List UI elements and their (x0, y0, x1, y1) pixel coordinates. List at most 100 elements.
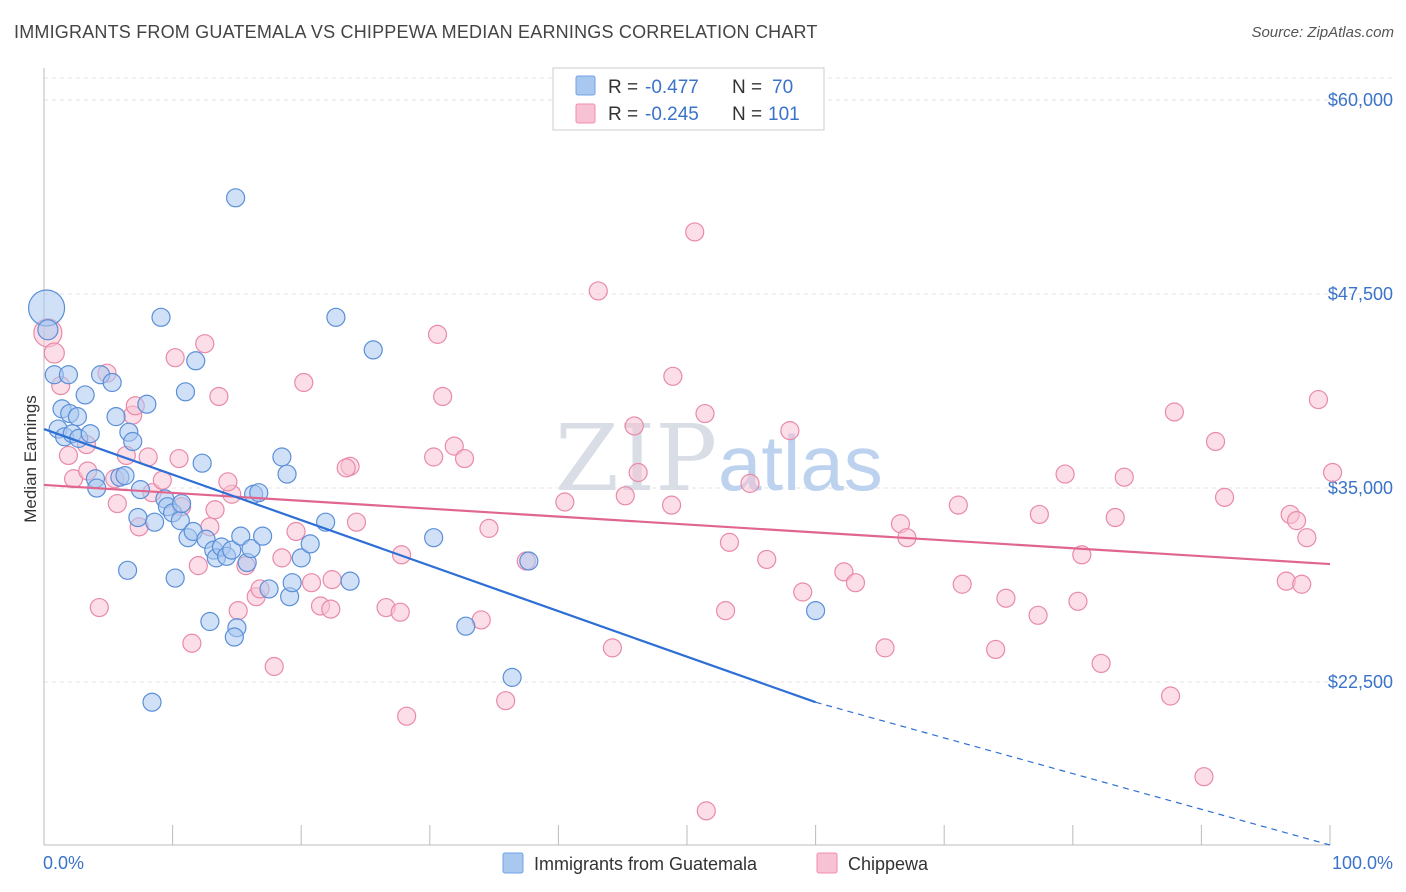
stats-n-value-guatemala: 70 (772, 77, 793, 98)
stats-n-label-guatemala: N = (732, 77, 762, 98)
point-chippewa-35 (286, 521, 306, 542)
point-chippewa-85 (1068, 591, 1088, 611)
point-chippewa-28 (218, 472, 238, 492)
point-chippewa-58 (602, 638, 623, 658)
point-chippewa-71 (780, 421, 800, 441)
chart-title: IMMIGRANTS FROM GUATEMALA VS CHIPPEWA ME… (14, 22, 818, 42)
stats-legend-swatch-guatemala (575, 75, 596, 96)
point-guatemala-65 (142, 692, 162, 712)
x-tick-label-min: 0.0% (43, 853, 84, 873)
trend-line-guatemala-extrapolated (815, 701, 1331, 846)
point-chippewa-25 (205, 500, 225, 520)
point-chippewa-102 (336, 458, 356, 478)
point-guatemala-71 (226, 188, 246, 208)
point-chippewa-60 (624, 416, 644, 436)
point-chippewa-99 (1297, 528, 1317, 548)
point-chippewa-68 (719, 532, 740, 552)
point-guatemala-32 (175, 382, 196, 402)
point-chippewa-63 (663, 366, 683, 386)
point-guatemala-51 (277, 464, 297, 484)
point-chippewa-26 (209, 386, 229, 407)
point-chippewa-101 (1322, 462, 1343, 483)
point-chippewa-70 (757, 549, 777, 570)
point-guatemala-60 (165, 568, 185, 588)
stats-r-value-chippewa: -0.245 (645, 104, 699, 125)
point-chippewa-82 (1029, 504, 1049, 525)
point-chippewa-74 (845, 573, 866, 593)
point-guatemala-62 (200, 611, 220, 632)
point-guatemala-55 (300, 534, 320, 554)
point-guatemala-54 (291, 548, 311, 568)
point-chippewa-54 (496, 691, 516, 711)
point-chippewa-62 (661, 495, 682, 515)
point-chippewa-90 (1160, 686, 1181, 706)
trend-line-chippewa (43, 483, 1331, 566)
data-points (27, 188, 1343, 821)
point-chippewa-98 (1286, 511, 1307, 531)
y-tick-label-47500: $47,500 (1328, 284, 1393, 304)
point-guatemala-45 (241, 538, 261, 559)
point-chippewa-89 (1114, 467, 1134, 487)
stats-legend-swatch-chippewa (575, 103, 596, 124)
point-chippewa-79 (952, 574, 972, 594)
point-chippewa-47 (424, 447, 444, 467)
point-guatemala-58 (340, 571, 360, 591)
point-chippewa-67 (715, 601, 736, 621)
point-chippewa-23 (195, 334, 215, 354)
point-guatemala-26 (151, 307, 171, 327)
point-guatemala-14 (102, 372, 122, 393)
watermark-atlas: atlas (718, 419, 883, 507)
stats-legend: R = -0.477 N = 70 R = -0.245 N = 101 (552, 67, 825, 131)
point-guatemala-11 (75, 385, 95, 405)
point-guatemala-66 (424, 528, 444, 548)
point-chippewa-94 (1214, 487, 1235, 507)
point-chippewa-39 (322, 570, 342, 590)
point-chippewa-69 (740, 473, 760, 493)
point-guatemala-57 (326, 307, 346, 327)
point-guatemala-48 (253, 526, 273, 546)
y-tick-labels: $22,500 $35,000 $47,500 $60,000 (1328, 90, 1393, 692)
point-chippewa-7 (89, 597, 109, 618)
trend-line-guatemala (43, 428, 816, 704)
point-chippewa-46 (397, 706, 417, 726)
point-chippewa-65 (696, 801, 716, 821)
point-guatemala-15 (106, 407, 126, 427)
point-chippewa-96 (1292, 574, 1312, 594)
point-guatemala-31 (172, 493, 192, 514)
point-chippewa-1 (43, 342, 65, 364)
point-chippewa-53 (479, 518, 499, 538)
point-chippewa-100 (1308, 389, 1329, 410)
point-guatemala-23 (128, 507, 148, 528)
point-guatemala-61 (117, 560, 138, 580)
stats-r-label-chippewa: R = (608, 104, 638, 125)
point-chippewa-95 (1276, 571, 1296, 591)
legend-swatch-chippewa (816, 852, 838, 874)
point-chippewa-18 (165, 348, 185, 368)
watermark: ZIP atlas (555, 405, 883, 512)
chart-source: Source: ZipAtlas.com (1251, 24, 1394, 41)
series-legend: Immigrants from Guatemala Chippewa (502, 852, 929, 874)
point-guatemala-17 (123, 431, 143, 452)
point-chippewa-40 (321, 599, 341, 619)
point-chippewa-66 (695, 403, 715, 424)
point-guatemala-25 (144, 512, 165, 532)
stats-n-label-chippewa: N = (732, 104, 762, 125)
point-guatemala-8 (67, 407, 88, 427)
point-chippewa-80 (986, 639, 1006, 660)
point-guatemala-35 (186, 351, 206, 371)
point-chippewa-50 (444, 436, 464, 456)
legend-label-chippewa: Chippewa (848, 854, 929, 874)
point-guatemala-24 (137, 394, 157, 414)
stats-n-value-chippewa: 101 (768, 104, 800, 125)
point-chippewa-84 (1055, 464, 1075, 484)
point-chippewa-48 (427, 324, 448, 344)
point-chippewa-86 (1072, 545, 1092, 565)
point-chippewa-29 (228, 601, 248, 621)
point-chippewa-10 (107, 493, 127, 514)
grid-lines (44, 77, 1392, 683)
point-guatemala-12 (80, 424, 100, 444)
point-chippewa-59 (615, 486, 635, 506)
point-chippewa-42 (346, 512, 367, 532)
point-chippewa-33 (264, 656, 284, 677)
point-guatemala-68 (519, 551, 539, 571)
